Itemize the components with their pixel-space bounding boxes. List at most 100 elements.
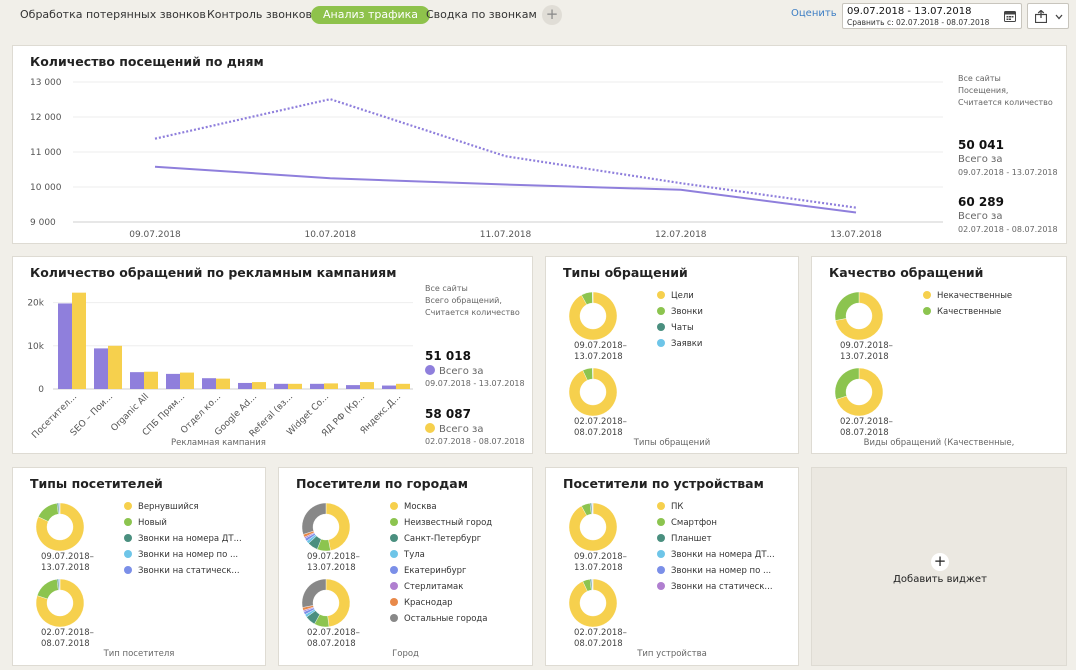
legend-item[interactable]: Заявки	[657, 339, 702, 349]
y-tick-label: 12 000	[30, 113, 62, 123]
x-tick-label: 11.07.2018	[480, 230, 532, 240]
legend-swatch	[657, 323, 665, 331]
legend-item[interactable]: Екатеринбург	[390, 566, 467, 576]
campaigns-xlabel: Рекламная кампания	[171, 438, 266, 448]
period-current: 09.07.2018– 13.07.2018	[41, 552, 94, 573]
add-widget-panel[interactable]: + Добавить виджет	[811, 467, 1067, 666]
y-tick-label: 9 000	[30, 218, 56, 228]
period-current: 09.07.2018– 13.07.2018	[840, 341, 893, 362]
add-widget-icon[interactable]: +	[931, 553, 949, 571]
legend-swatch	[124, 534, 132, 542]
legend-item[interactable]: Звонки	[657, 307, 703, 317]
donut-pair	[568, 291, 618, 417]
bar	[288, 383, 302, 389]
donut-slice	[59, 578, 61, 591]
donut-slice	[325, 502, 351, 551]
legend-swatch	[390, 614, 398, 622]
bar	[310, 383, 324, 389]
legend-swatch	[657, 307, 665, 315]
calendar-icon[interactable]	[1004, 10, 1016, 22]
x-tick-label: 09.07.2018	[129, 230, 181, 240]
donut-pair	[301, 502, 351, 628]
legend-item[interactable]: Чаты	[657, 323, 694, 333]
legend-swatch	[390, 550, 398, 558]
tab-call-control[interactable]: Контроль звонков	[207, 8, 312, 21]
legend-swatch	[390, 566, 398, 574]
date-range: 09.07.2018 - 13.07.2018	[847, 6, 972, 17]
bar	[324, 383, 338, 389]
legend-item[interactable]: Планшет	[657, 534, 712, 544]
donut-slice	[834, 291, 860, 321]
legend-item[interactable]: Санкт-Петербург	[390, 534, 481, 544]
top-bar: Обработка потерянных звонков Контроль зв…	[0, 0, 1076, 32]
legend-item[interactable]: Тула	[390, 550, 425, 560]
visits-card: Количество посещений по дням 13 000 12 00…	[12, 45, 1067, 244]
legend-item[interactable]: Звонки на номера ДТ...	[657, 550, 775, 560]
legend-item[interactable]: ПК	[657, 502, 683, 512]
legend-item[interactable]: Качественные	[923, 307, 1001, 317]
bar	[382, 385, 396, 389]
campaigns-title: Количество обращений по рекламным кампан…	[30, 265, 397, 280]
legend-item[interactable]: Стерлитамак	[390, 582, 463, 592]
donut-slice	[835, 291, 884, 341]
device-visitors-card: Посетители по устройствам 09.07.2018– 13.0…	[545, 467, 799, 666]
legend-item[interactable]: Остальные города	[390, 614, 488, 624]
legend-swatch	[390, 518, 398, 526]
bar	[180, 372, 194, 389]
bar	[238, 382, 252, 389]
bar	[252, 382, 266, 389]
visitor-types-title: Типы посетителей	[30, 476, 163, 491]
donut-pair	[568, 502, 618, 628]
campaigns-total-current-period: 09.07.2018 - 13.07.2018	[425, 379, 525, 388]
legend-item[interactable]: Звонки на номер по ...	[124, 550, 238, 560]
x-tick-label: 10.07.2018	[304, 230, 356, 240]
add-tab-button[interactable]: +	[542, 5, 562, 25]
legend-item[interactable]: Звонки на статическ...	[657, 582, 773, 592]
legend-item[interactable]: Смартфон	[657, 518, 717, 528]
donut-slice	[59, 502, 61, 515]
legend-swatch	[390, 582, 398, 590]
legend-swatch	[923, 307, 931, 315]
bar	[72, 292, 86, 389]
bar	[274, 383, 288, 389]
donut-slice	[301, 502, 327, 535]
legend-item[interactable]: Цели	[657, 291, 694, 301]
donut-slice	[35, 502, 85, 552]
period-prev: 02.07.2018– 08.07.2018	[574, 628, 627, 649]
visits-chart: 13 000 12 000 11 000 10 000 9 000 09.07.2018…	[30, 78, 943, 240]
visits-total-prev-label: Всего за	[958, 211, 1003, 222]
legend-item[interactable]: Звонки на номера ДТ...	[124, 534, 242, 544]
date-range-picker[interactable]: 09.07.2018 - 13.07.2018 Сравнить с: 02.0…	[842, 3, 1022, 29]
legend-item[interactable]: Звонки на статическ...	[124, 566, 240, 576]
rate-link[interactable]: Оценить	[791, 8, 837, 19]
campaigns-total-current: 51 018	[425, 349, 471, 363]
bar	[360, 382, 374, 389]
export-button[interactable]	[1027, 3, 1069, 29]
bar	[346, 385, 360, 389]
visits-side-note: Все сайты Посещения, Считается количеств…	[958, 74, 1053, 107]
donut-slice	[35, 578, 85, 628]
legend-item[interactable]: Звонки на номер по ...	[657, 566, 771, 576]
legend-item[interactable]: Некачественные	[923, 291, 1012, 301]
add-widget-label[interactable]: Добавить виджет	[893, 574, 987, 585]
legend-item[interactable]: Москва	[390, 502, 437, 512]
legend-item[interactable]: Неизвестный город	[390, 518, 492, 528]
donut-slice	[568, 578, 618, 628]
tab-lost-calls[interactable]: Обработка потерянных звонков	[20, 8, 206, 21]
share-icon	[1035, 10, 1047, 23]
campaigns-total-current-label: Всего за	[425, 365, 484, 378]
legend-item[interactable]: Новый	[124, 518, 167, 528]
bar	[202, 378, 216, 389]
legend-item[interactable]: Вернувшийся	[124, 502, 199, 512]
donut-slice	[834, 367, 860, 400]
legend-item[interactable]: Краснодар	[390, 598, 453, 608]
tab-call-summary[interactable]: Сводка по звонкам	[426, 8, 537, 21]
y-tick-label: 10k	[27, 342, 44, 352]
legend-swatch	[124, 550, 132, 558]
tab-traffic-analysis[interactable]: Анализ трафика	[311, 6, 431, 24]
bar	[396, 383, 410, 389]
period-current: 09.07.2018– 13.07.2018	[574, 552, 627, 573]
caption: Типы обращений	[633, 438, 711, 448]
bar	[108, 345, 122, 389]
